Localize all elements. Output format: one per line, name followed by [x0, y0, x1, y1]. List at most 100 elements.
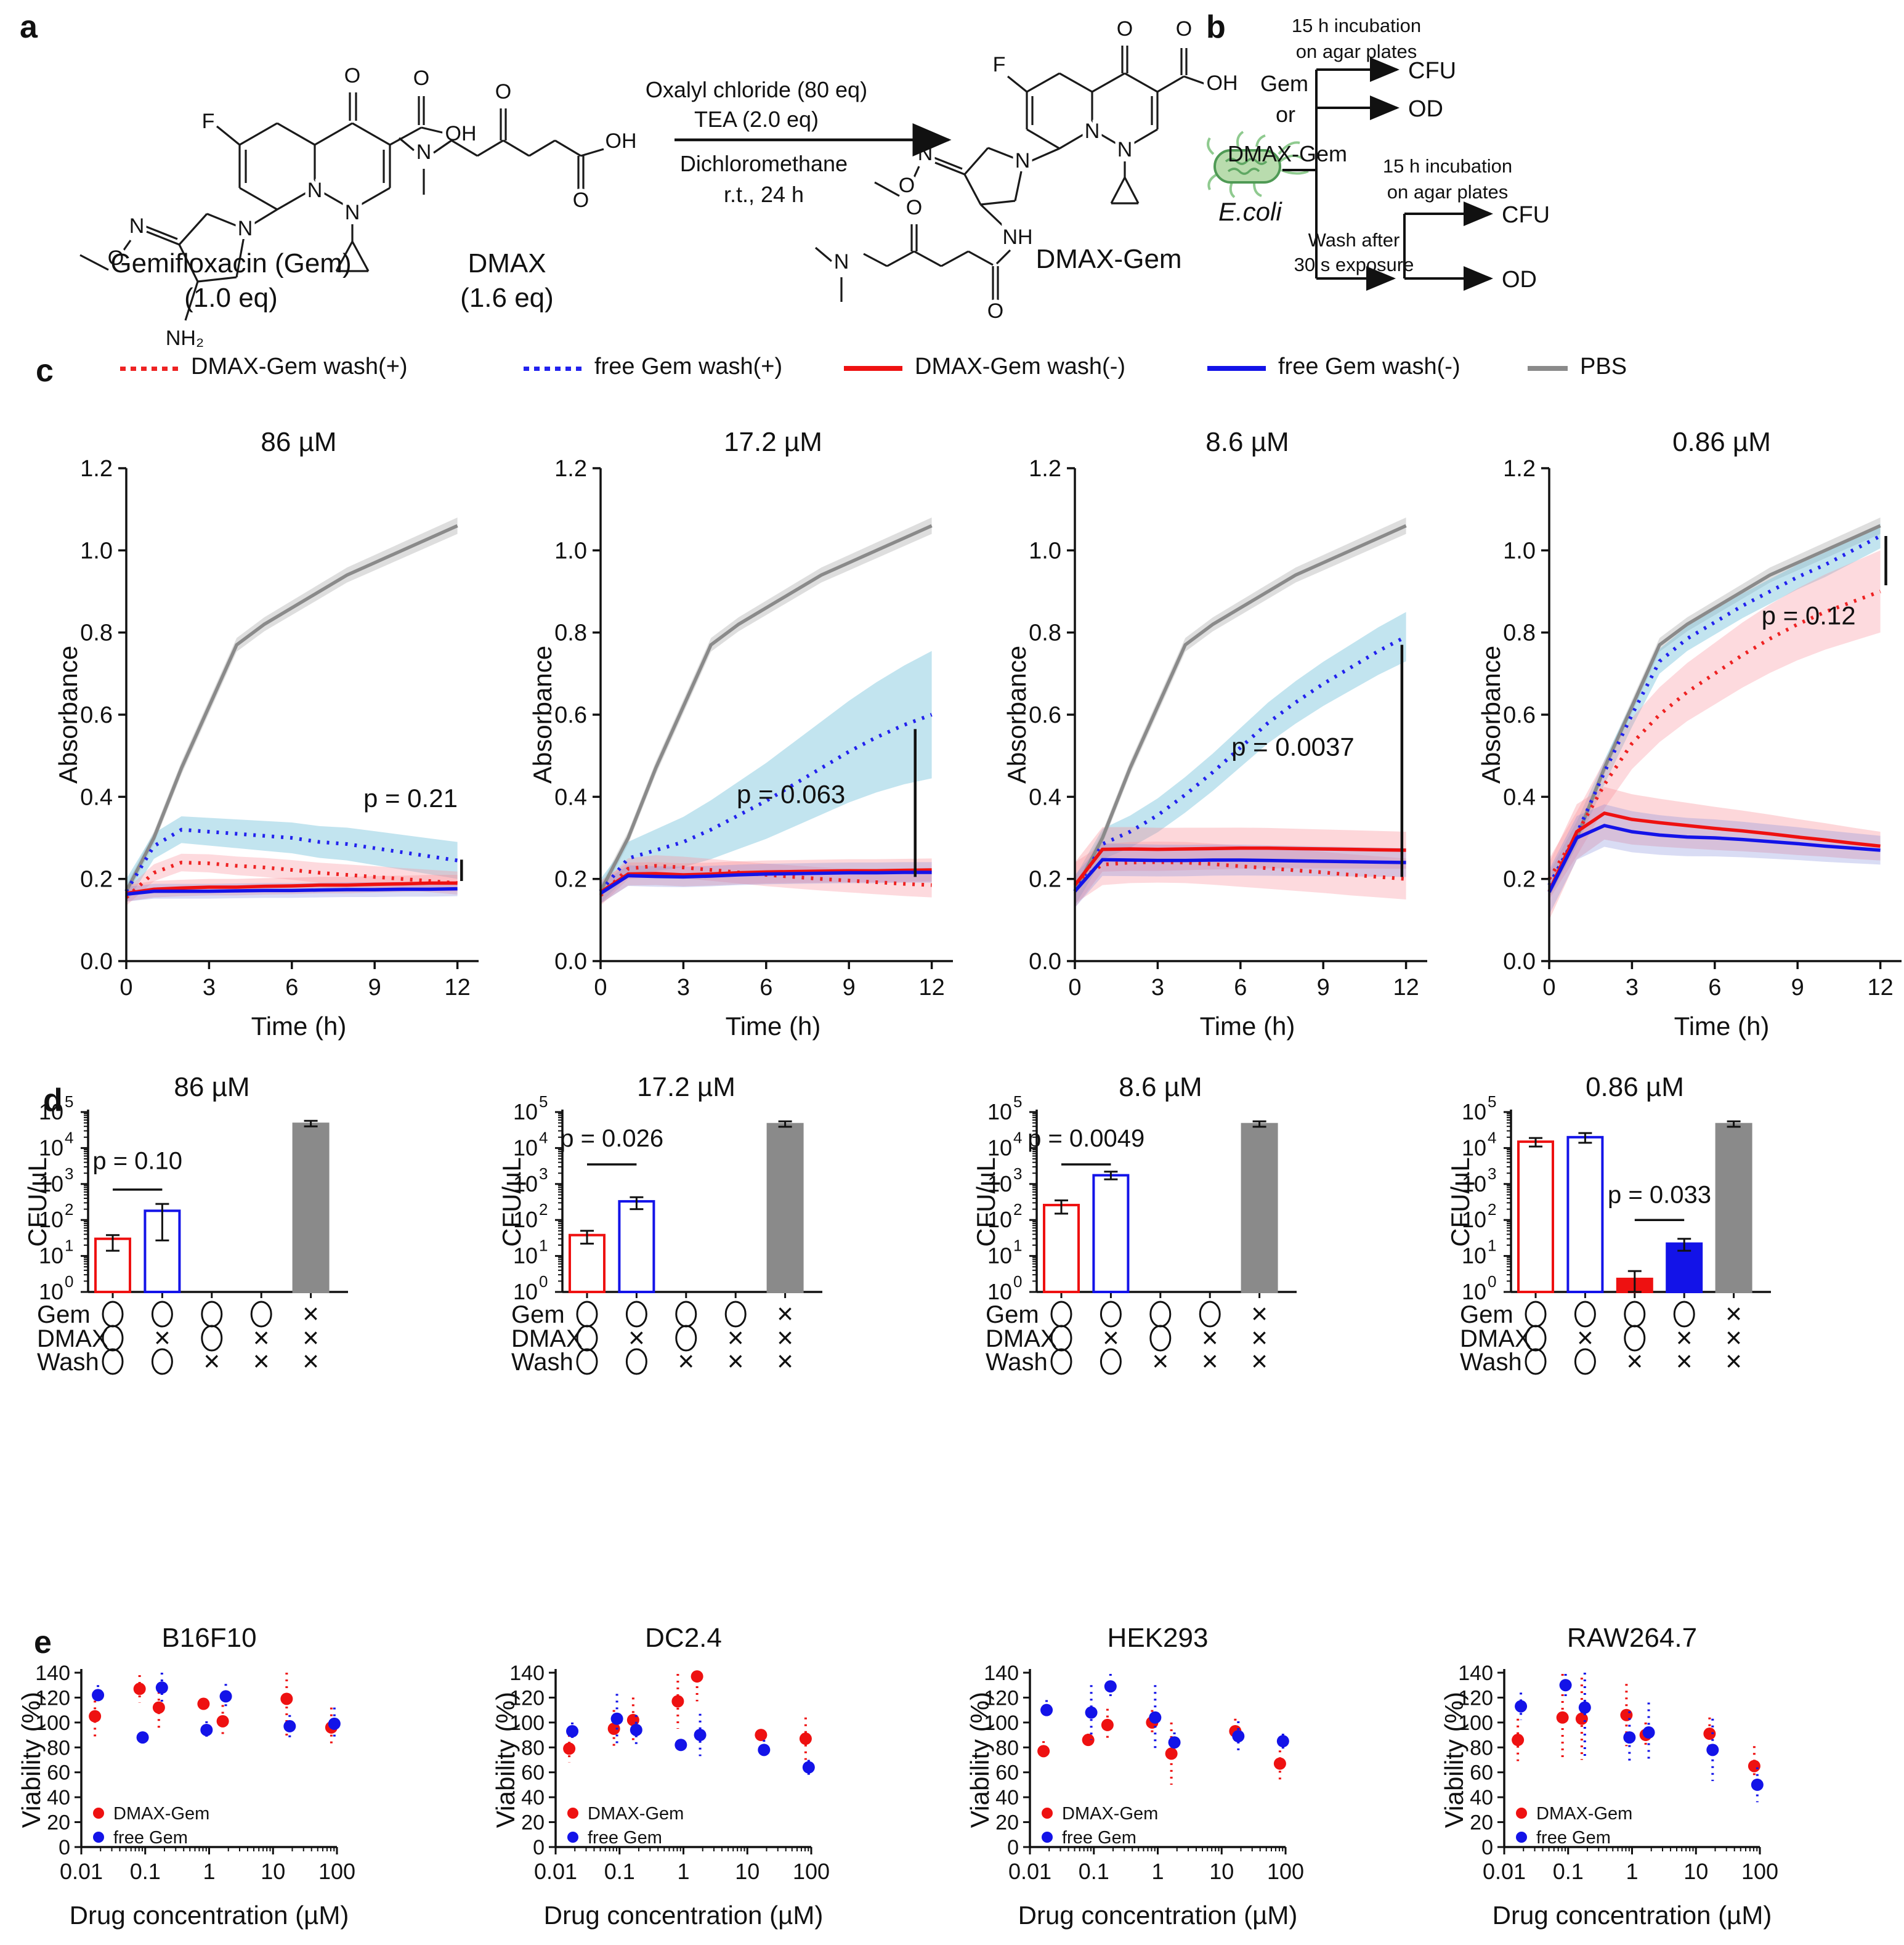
condition-circle	[1149, 1325, 1172, 1352]
chart-title: 0.86 µM	[1672, 427, 1771, 457]
atom-label: N	[1015, 149, 1031, 173]
point-free Gem	[283, 1720, 296, 1732]
atom-label: NH₂	[166, 327, 204, 350]
treatment-gem: Gem	[1260, 71, 1308, 96]
x-axis-label: Drug concentration (µM)	[544, 1901, 824, 1930]
x-tick-label: 6	[1234, 975, 1247, 1001]
point-DMAX-Gem	[133, 1683, 146, 1695]
y-tick-exponent: 2	[65, 1200, 73, 1219]
bond	[239, 187, 278, 211]
absorbance-chart-8.6uM: 0.0 0.2 0.4 0.6 0.8 1.0 1.2 0 3 6 9 12 8.6 µM Time (h…	[1002, 427, 1427, 1041]
p-value-label: p = 0.063	[737, 779, 845, 808]
y-tick-label: 40	[47, 1786, 70, 1809]
bond	[206, 213, 240, 228]
y-tick-base: 10	[513, 1135, 538, 1160]
y-tick-base: 10	[39, 1243, 63, 1269]
organism-label: E.coli	[1218, 197, 1282, 226]
point-DMAX-Gem	[563, 1742, 576, 1755]
y-tick-exponent: 2	[1013, 1200, 1022, 1219]
bond	[995, 249, 1011, 265]
bond	[1124, 72, 1158, 93]
y-tick-label: 0.6	[1503, 702, 1536, 728]
y-tick-label: 1.2	[554, 456, 587, 482]
legend-line-free-gem-wash-minus	[1207, 366, 1266, 371]
y-tick-label: 0.0	[1503, 949, 1536, 975]
y-tick-exponent: 4	[1013, 1128, 1022, 1147]
bond	[314, 187, 353, 211]
condition-circle	[1525, 1348, 1547, 1375]
output-od-bottom: OD	[1502, 267, 1537, 293]
table-row-label: Wash	[986, 1349, 1048, 1376]
x-tick-label: 9	[1317, 975, 1330, 1001]
incubation-top-line2: on agar plates	[1296, 41, 1417, 62]
bond	[178, 213, 208, 246]
panel-e-label: e	[34, 1625, 52, 1660]
legend-line-dmax-gem-wash-minus	[844, 366, 902, 371]
x-tick-label: 0	[594, 975, 607, 1001]
legend-dot-free Gem	[1042, 1832, 1053, 1843]
x-axis-label: Drug concentration (µM)	[1018, 1901, 1298, 1930]
condition-circle	[1525, 1325, 1547, 1352]
y-tick-label: 0.0	[554, 949, 587, 975]
point-DMAX-Gem	[1082, 1734, 1095, 1747]
bond	[248, 208, 278, 228]
legend-label: DMAX-Gem wash(-)	[915, 354, 1126, 380]
condition-cross: ×	[1251, 1297, 1268, 1330]
table-row-label: Gem	[37, 1301, 91, 1328]
x-tick-label: 10	[1683, 1859, 1708, 1884]
molecule-equivalents: (1.0 eq)	[184, 283, 278, 313]
condition-cross: ×	[1152, 1345, 1169, 1377]
point-free Gem	[1276, 1735, 1289, 1748]
y-tick-label: 0.8	[1029, 620, 1061, 646]
bond	[1029, 147, 1060, 163]
x-tick-label: 0.01	[1008, 1859, 1051, 1884]
p-value-label: p = 0.10	[92, 1148, 182, 1175]
condition-cross: ×	[1202, 1322, 1218, 1354]
bond	[79, 254, 109, 271]
wash-line1: Wash after	[1308, 229, 1400, 251]
chart-title: 86 µM	[261, 427, 336, 457]
condition-cross: ×	[253, 1322, 270, 1354]
point-free Gem	[1515, 1700, 1528, 1713]
y-tick-label: 140	[984, 1662, 1019, 1685]
condition-cross: ×	[1577, 1322, 1594, 1354]
y-tick-label: 0.0	[1029, 949, 1061, 975]
y-tick-label: 1.2	[1029, 456, 1061, 482]
bond	[980, 200, 1016, 206]
y-axis-label: Viability (%)	[17, 1692, 46, 1828]
point-DMAX-Gem	[1556, 1711, 1569, 1724]
atom-label: N	[345, 201, 360, 224]
bond	[1014, 171, 1023, 201]
condition-circle	[201, 1325, 223, 1352]
point-DMAX-Gem	[691, 1670, 703, 1683]
x-tick-label: 3	[1626, 975, 1639, 1001]
y-tick-label: 0.6	[80, 702, 113, 728]
condition-circle	[675, 1325, 697, 1352]
condition-circle	[1149, 1301, 1172, 1328]
bond	[554, 139, 581, 157]
point-DMAX-Gem	[671, 1695, 684, 1708]
point-free Gem	[92, 1689, 105, 1702]
legend-dot-free Gem	[1516, 1832, 1527, 1843]
condition-circle	[1673, 1301, 1695, 1328]
condition-circle	[102, 1325, 124, 1352]
y-tick-label: 20	[47, 1811, 70, 1835]
y-tick-label: 100	[1458, 1712, 1493, 1735]
bond	[814, 246, 833, 262]
y-tick-base: 10	[987, 1135, 1012, 1160]
y-tick-label: 1.2	[80, 456, 113, 482]
x-axis-label: Time (h)	[251, 1012, 347, 1041]
y-tick-label: 120	[35, 1686, 70, 1710]
y-tick-label: 0	[1007, 1836, 1019, 1859]
series-DMAX-Gem wash(-)	[599, 868, 932, 894]
condition-circle	[576, 1348, 598, 1375]
point-free Gem	[566, 1725, 579, 1738]
condition-tea: TEA (2.0 eq)	[694, 107, 819, 132]
legend-label: free Gem wash(+)	[594, 354, 783, 380]
y-tick-label: 0.8	[554, 620, 587, 646]
y-tick-base: 10	[1462, 1243, 1486, 1269]
